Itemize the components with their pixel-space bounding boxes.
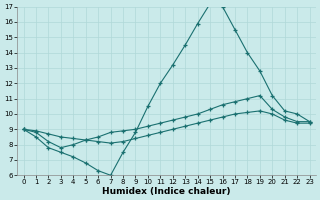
X-axis label: Humidex (Indice chaleur): Humidex (Indice chaleur): [102, 187, 231, 196]
